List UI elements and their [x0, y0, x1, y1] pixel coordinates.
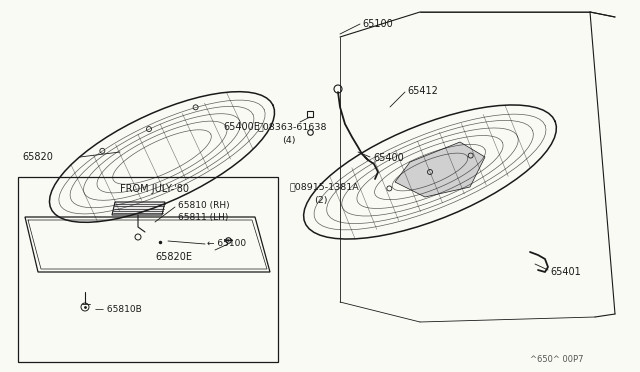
Text: Ⓢ08363-61638: Ⓢ08363-61638: [258, 122, 328, 131]
Text: (2): (2): [314, 196, 328, 205]
Text: 65400E: 65400E: [223, 122, 260, 132]
Text: 65820: 65820: [22, 152, 53, 162]
Bar: [18, 177, 278, 362]
Text: 65810 (RH): 65810 (RH): [178, 201, 230, 209]
Text: — 65810B: — 65810B: [95, 305, 141, 314]
Polygon shape: [112, 202, 165, 215]
Text: (4): (4): [282, 135, 296, 144]
Polygon shape: [395, 142, 485, 197]
Text: 65401: 65401: [550, 267, 580, 277]
Text: 65400: 65400: [373, 153, 404, 163]
Text: 65811 (LH): 65811 (LH): [178, 212, 228, 221]
Text: 65412: 65412: [407, 86, 438, 96]
Text: ^650^ 00P7: ^650^ 00P7: [530, 356, 584, 365]
Text: FROM JULY-'80: FROM JULY-'80: [120, 184, 189, 194]
Text: ← 65100: ← 65100: [207, 240, 246, 248]
Text: 65100: 65100: [362, 19, 393, 29]
Text: Ⓦ08915-1381A: Ⓦ08915-1381A: [290, 183, 360, 192]
Text: 65820E: 65820E: [155, 252, 192, 262]
